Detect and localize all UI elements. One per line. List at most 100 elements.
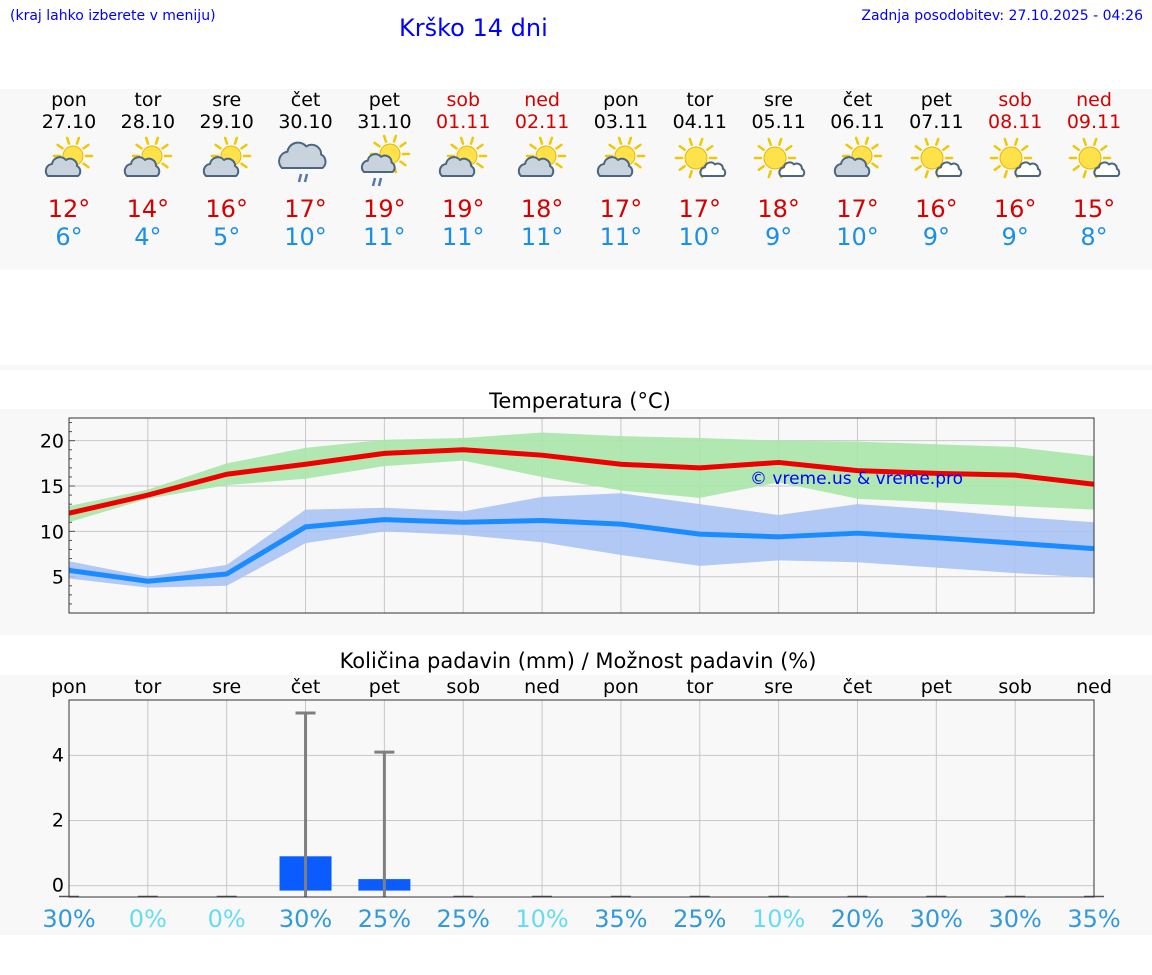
day-name: čet — [290, 89, 321, 111]
day-date: 05.11 — [751, 111, 806, 133]
separator-band — [0, 365, 1152, 370]
precip-probability: 10% — [515, 905, 568, 933]
rain-drop — [297, 173, 302, 183]
weather-icon-slot — [818, 133, 898, 195]
watermark: © vreme.us & vreme.pro — [750, 469, 963, 489]
rain-cloud-icon — [277, 141, 327, 183]
day-forecast: pet 07.11 16° 9° — [896, 89, 976, 251]
temp-min: 11° — [363, 223, 406, 251]
day-name: ned — [524, 89, 560, 111]
temp-max: 15° — [1072, 195, 1116, 223]
precip-day-label: pon — [603, 676, 639, 698]
precip-day-label: ned — [524, 676, 560, 698]
day-forecast: tor 28.10 14° 4° — [108, 89, 188, 251]
partly-cloudy-icon — [44, 136, 94, 177]
sun-cloud-rain-icon — [361, 134, 411, 187]
precip-day-label: čet — [291, 676, 321, 698]
last-update: Zadnja posodobitev: 27.10.2025 - 04:26 — [861, 8, 1143, 24]
day-name: tor — [686, 89, 714, 111]
cloud-shape — [439, 156, 476, 177]
precip-day-label: ned — [1076, 676, 1112, 698]
day-forecast: ned 09.11 15° 8° — [1054, 89, 1134, 251]
day-date: 02.11 — [514, 111, 570, 133]
precip-probability: 30% — [988, 905, 1041, 933]
day-name: ned — [1076, 89, 1112, 111]
precip-day-label: pet — [369, 676, 400, 698]
y-tick-label: 4 — [52, 744, 64, 766]
temp-max: 18° — [520, 195, 564, 223]
mostly-sunny-icon — [989, 137, 1042, 179]
precip-day-label: pet — [921, 676, 952, 698]
cloud-shape — [123, 156, 161, 177]
day-name: pet — [368, 89, 400, 111]
rain-drop — [372, 177, 377, 187]
temp-max: 16° — [205, 195, 248, 223]
temp-min: 9° — [922, 223, 950, 251]
precip-probability: 35% — [594, 905, 647, 933]
day-forecast: čet 06.11 17° 10° — [818, 89, 898, 251]
temp-max: 17° — [284, 195, 327, 223]
precip-day-label: tor — [686, 676, 713, 698]
region-menu-hint[interactable]: (kraj lahko izberete v meniju) — [10, 8, 216, 24]
weather-icon-slot — [344, 133, 424, 195]
partly-cloudy-icon — [123, 136, 173, 177]
partly-cloudy-icon — [833, 136, 882, 177]
temp-min: 6° — [55, 223, 83, 251]
cloud-shape — [596, 156, 634, 177]
cloud-shape — [778, 161, 805, 177]
day-date: 06.11 — [830, 111, 885, 133]
temp-min: 11° — [599, 223, 643, 251]
temp-min: 11° — [441, 223, 485, 251]
precip-day-label: sre — [212, 676, 241, 698]
precip-day-label: čet — [843, 676, 873, 698]
partly-cloudy-icon — [596, 136, 646, 177]
precip-probability: 30% — [279, 905, 332, 933]
day-name: sre — [212, 89, 242, 111]
day-name: sob — [998, 89, 1032, 111]
day-forecast: pon 27.10 12° 6° — [29, 89, 109, 251]
sun-rays — [753, 137, 796, 179]
temp-max: 19° — [363, 195, 406, 223]
weather-icon-slot — [581, 133, 661, 195]
page-title: Krško 14 dni — [399, 14, 548, 42]
y-tick-label: 5 — [52, 567, 64, 589]
y-tick-label: 10 — [40, 521, 64, 543]
mostly-sunny-icon — [753, 137, 805, 179]
temp-max: 16° — [993, 195, 1037, 223]
cloud-shape — [699, 161, 726, 177]
max-temp-line — [68, 447, 1095, 516]
precipitation-chart: Količina padavin (mm) / Možnost padavin … — [42, 649, 1120, 933]
day-name: pet — [920, 89, 952, 111]
temp-max: 18° — [757, 195, 800, 223]
partly-cloudy-icon — [202, 136, 251, 177]
day-forecast: čet 30.10 17° 10° — [266, 89, 346, 251]
sun-disc — [763, 146, 787, 170]
mostly-sunny-icon — [674, 137, 726, 179]
sun-disc — [1078, 146, 1102, 170]
day-forecast: sre 05.11 18° 9° — [739, 89, 819, 251]
cloud-shape — [833, 156, 870, 177]
cloud-shape — [1093, 161, 1121, 177]
plot-frame — [68, 417, 1095, 614]
min-temp-line — [68, 517, 1095, 584]
day-date: 07.11 — [909, 111, 964, 133]
precip-probability: 0% — [208, 905, 246, 933]
mostly-sunny-icon — [1068, 137, 1121, 179]
mostly-sunny-icon — [911, 137, 963, 179]
y-tick-label: 0 — [52, 875, 64, 897]
cloud-shape — [44, 156, 82, 177]
day-date: 29.10 — [199, 111, 254, 133]
day-date: 09.11 — [1066, 111, 1122, 133]
temp-max: 19° — [441, 195, 485, 223]
weather-icon-slot — [108, 133, 188, 195]
partly-cloudy-icon — [439, 136, 488, 177]
day-forecast: sre 29.10 16° 5° — [187, 89, 267, 251]
max-temp-range-band — [69, 432, 1094, 523]
weather-icon-slot — [502, 133, 582, 195]
rain-drop — [378, 177, 383, 187]
temp-min: 4° — [134, 223, 162, 251]
sun-disc — [920, 146, 944, 170]
day-date: 27.10 — [41, 111, 97, 133]
temperature-chart: Temperatura (°C) 5 10 15 20 © vreme.us & vrem… — [40, 389, 1095, 614]
day-forecast: sob 08.11 16° 9° — [975, 89, 1055, 251]
